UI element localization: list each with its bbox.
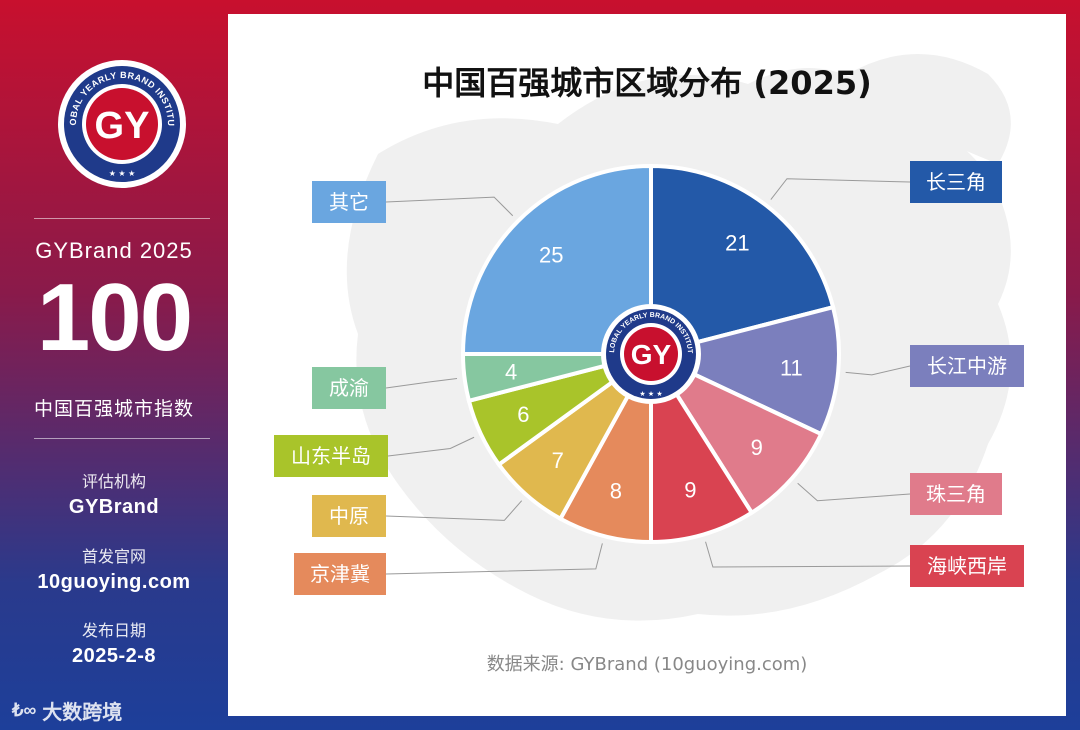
category-label: 其它 xyxy=(329,190,369,214)
org-label: 评估机构 xyxy=(81,472,146,491)
category-label: 长江中游 xyxy=(927,354,1007,378)
svg-text:★ ★ ★: ★ ★ ★ xyxy=(639,390,662,398)
leader-line xyxy=(705,541,911,568)
svg-text:GY: GY xyxy=(95,105,150,147)
chart-panel: 中国百强城市区域分布 (2025) 21 长三角 11 长江中游 9 珠三角 9 海峡西岸 8 京… xyxy=(228,14,1066,716)
brand-year: GYBrand 2025 xyxy=(35,238,193,263)
leader-line xyxy=(385,543,603,575)
date-value: 2025-2-8 xyxy=(71,645,157,667)
category-label: 珠三角 xyxy=(926,482,986,506)
pie-slice-8 xyxy=(460,163,653,356)
pie-chart: 21 长三角 11 长江中游 9 珠三角 9 海峡西岸 8 京津冀 7 中原 6 山东半岛 4 成渝 25 其它 G… xyxy=(228,14,1024,595)
chart-title: 中国百强城市区域分布 (2025) xyxy=(422,64,872,102)
pie-slice-1 xyxy=(645,304,841,437)
category-label-box xyxy=(910,161,1002,203)
pie-slice-2 xyxy=(645,349,824,516)
slice-value-label: 9 xyxy=(751,435,763,460)
slice-value-label: 7 xyxy=(552,448,564,473)
leader-line xyxy=(385,500,523,521)
category-label-box xyxy=(274,435,388,477)
category-label-box xyxy=(312,181,386,223)
leader-line xyxy=(385,196,514,217)
slice-value-label: 8 xyxy=(610,479,622,504)
category-label-box xyxy=(910,545,1024,587)
leader-line xyxy=(845,365,911,376)
sidebar: GY GLOBAL YEARLY BRAND INSTITUTE ★ ★ ★ G… xyxy=(0,0,228,730)
site-value[interactable]: 10guoying.com xyxy=(37,571,191,593)
slice-value-label: 11 xyxy=(780,355,803,380)
category-label-box xyxy=(312,495,386,537)
leader-line xyxy=(797,482,911,502)
svg-text:GY: GY xyxy=(631,339,672,370)
slice-value-label: 25 xyxy=(539,242,563,267)
watermark: ₺∞ 大数跨境 xyxy=(12,696,122,725)
watermark-logo-icon: ₺∞ xyxy=(12,700,37,720)
pie-slice-0 xyxy=(649,163,836,357)
category-label: 山东半岛 xyxy=(291,444,371,468)
slice-value-label: 9 xyxy=(684,477,696,502)
category-label: 海峡西岸 xyxy=(927,554,1007,578)
gy-logo: GY GLOBAL YEARLY BRAND INSTITUTE ★ ★ ★ xyxy=(52,50,188,190)
category-label-box xyxy=(910,473,1002,515)
slice-value-label: 4 xyxy=(505,360,517,385)
svg-text:★ ★ ★: ★ ★ ★ xyxy=(109,169,136,178)
sidebar-divider-top xyxy=(34,218,210,219)
category-label-box xyxy=(294,553,386,595)
pie-slice-3 xyxy=(649,347,755,545)
category-label: 京津冀 xyxy=(310,562,370,586)
sidebar-divider-bottom xyxy=(34,438,210,439)
category-label: 成渝 xyxy=(329,376,369,400)
category-label-box xyxy=(910,345,1024,387)
leader-line xyxy=(387,436,475,457)
org-value: GYBrand xyxy=(68,496,160,518)
slice-value-label: 21 xyxy=(725,231,749,256)
category-label: 中原 xyxy=(329,504,369,528)
index-name: 中国百强城市指数 xyxy=(33,398,194,420)
watermark-text: 大数跨境 xyxy=(42,700,123,724)
category-label-box xyxy=(312,367,386,409)
source-note: 数据来源: GYBrand (10guoying.com) xyxy=(486,654,808,675)
leader-line xyxy=(385,378,458,389)
site-label: 首发官网 xyxy=(81,547,146,566)
leader-line xyxy=(770,178,911,200)
big-number: 100 xyxy=(36,264,193,371)
date-label: 发布日期 xyxy=(81,621,146,640)
category-label: 长三角 xyxy=(926,170,986,194)
slice-value-label: 6 xyxy=(517,402,529,427)
